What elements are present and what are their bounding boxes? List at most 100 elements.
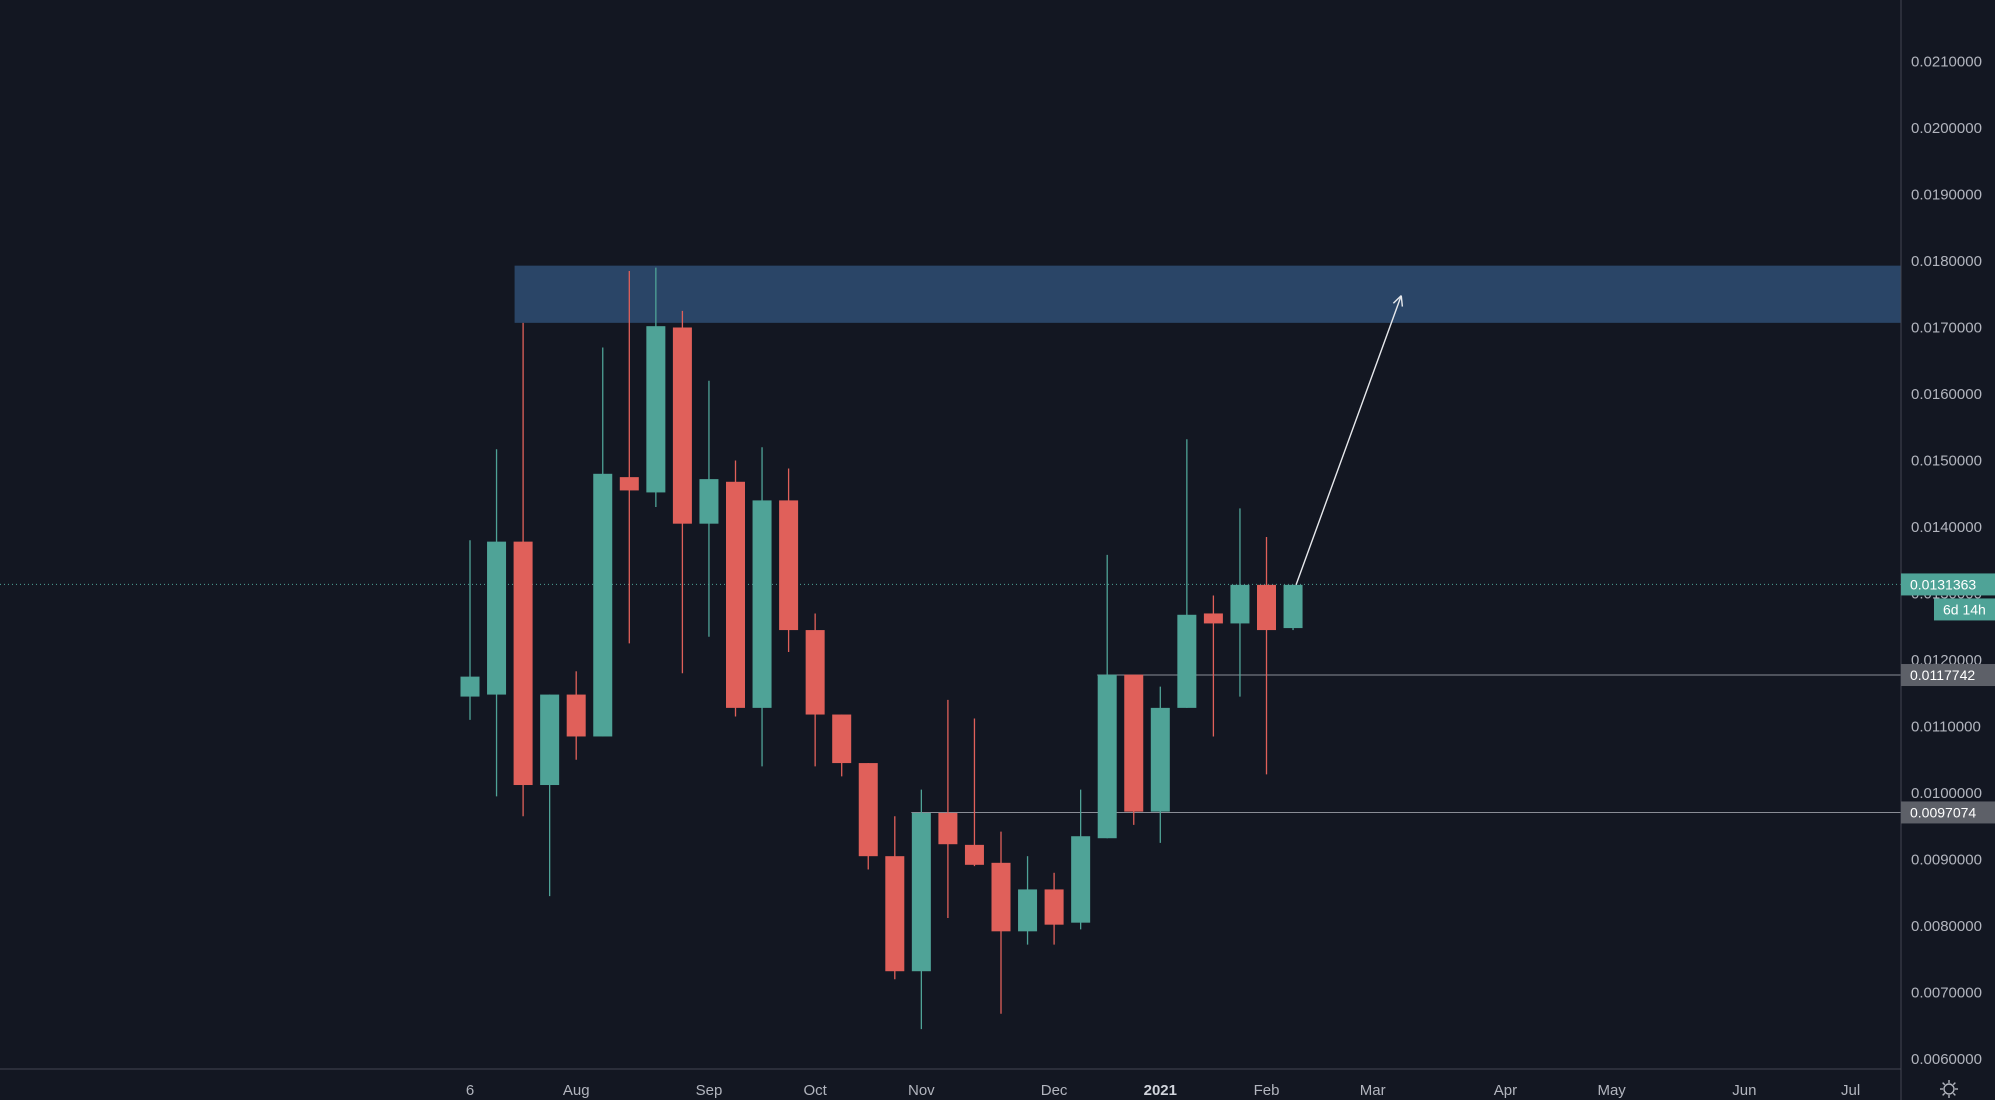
candle[interactable]	[1044, 872, 1064, 945]
price-tick-label: 0.0150000	[1911, 453, 1982, 470]
resistance-zone[interactable]	[514, 265, 1901, 323]
arrow-head	[1400, 295, 1404, 307]
candle-body	[1230, 584, 1250, 624]
candle[interactable]	[911, 789, 931, 1030]
price-tick-label: 0.0140000	[1911, 519, 1982, 536]
candle-body	[1071, 836, 1091, 923]
price-tick-label: 0.0110000	[1911, 719, 1981, 736]
time-tick-label: Aug	[563, 1082, 590, 1099]
gear-icon-tooth	[1942, 1082, 1946, 1086]
candle[interactable]	[699, 380, 719, 637]
candle[interactable]	[513, 322, 533, 817]
candle[interactable]	[805, 613, 825, 767]
candle-body	[726, 481, 745, 708]
candle[interactable]	[1203, 595, 1223, 737]
time-tick-label: Dec	[1041, 1082, 1068, 1099]
candle[interactable]	[1230, 508, 1250, 697]
candle-body	[832, 714, 852, 764]
time-tick-label: Sep	[696, 1082, 723, 1099]
time-tick-label: Apr	[1494, 1082, 1517, 1099]
candle-body	[646, 326, 666, 493]
price-tick-label: 0.0060000	[1911, 1051, 1982, 1068]
candle[interactable]	[726, 460, 745, 717]
current-price-tag-bg	[1901, 573, 1995, 596]
candle[interactable]	[991, 831, 1011, 1014]
time-tick-label: Jun	[1732, 1082, 1756, 1099]
candle[interactable]	[1018, 856, 1038, 945]
price-tick-label: 0.0180000	[1911, 253, 1982, 270]
candle-body	[805, 630, 825, 715]
price-tick-label: 0.0090000	[1911, 852, 1982, 869]
candle[interactable]	[1150, 686, 1170, 843]
time-tick-label: 2021	[1144, 1082, 1177, 1099]
candle-body	[752, 500, 772, 708]
time-tick-label: Feb	[1254, 1082, 1280, 1099]
candle-body	[619, 477, 639, 491]
candle-body	[1044, 889, 1064, 925]
candle-body	[487, 541, 507, 695]
candle-body	[1203, 613, 1223, 624]
time-tick-label: Nov	[908, 1082, 935, 1099]
candle-body	[911, 812, 931, 972]
candle[interactable]	[885, 816, 905, 980]
time-tick-label: Jul	[1841, 1082, 1860, 1099]
price-tick-label: 0.0210000	[1911, 54, 1982, 71]
price-tick-label: 0.0190000	[1911, 187, 1982, 204]
candle-body	[1018, 889, 1038, 932]
candle-body	[1257, 584, 1276, 631]
candle-body	[1097, 674, 1117, 839]
candle-body	[513, 541, 533, 786]
candle[interactable]	[619, 270, 639, 644]
level-tag-bg	[1901, 664, 1995, 687]
candle[interactable]	[1283, 584, 1303, 631]
price-tick-label: 0.0200000	[1911, 120, 1982, 137]
candle[interactable]	[752, 447, 772, 767]
bar-countdown-tag: 6d 14h	[1943, 601, 1986, 617]
candle-body	[566, 694, 586, 737]
projection-arrow[interactable]	[1295, 295, 1402, 586]
candle[interactable]	[964, 718, 984, 867]
candle[interactable]	[487, 449, 507, 797]
candle-body	[672, 327, 692, 524]
bar-countdown-tag-bg	[1934, 598, 1995, 621]
gear-icon-tooth	[1952, 1082, 1956, 1086]
candle[interactable]	[672, 310, 692, 674]
candle[interactable]	[1124, 674, 1144, 825]
gear-icon-tooth	[1952, 1092, 1956, 1096]
time-tick-label: 6	[466, 1082, 474, 1099]
candle[interactable]	[938, 699, 958, 919]
candle-body	[779, 500, 799, 631]
candle[interactable]	[566, 671, 586, 760]
candle[interactable]	[646, 267, 666, 508]
candle-body	[460, 676, 480, 697]
candle[interactable]	[1257, 536, 1276, 775]
candle-body	[1124, 674, 1144, 812]
candle[interactable]	[1177, 439, 1197, 708]
candle-body	[1283, 584, 1303, 629]
candle[interactable]	[779, 468, 799, 653]
price-tick-label: 0.0100000	[1911, 785, 1982, 802]
price-tick-label: 0.0080000	[1911, 918, 1982, 935]
price-tick-label: 0.0070000	[1911, 985, 1982, 1002]
candle[interactable]	[832, 714, 852, 777]
candle-body	[540, 694, 560, 786]
gear-icon[interactable]	[1940, 1080, 1958, 1098]
arrow-head	[1392, 295, 1402, 304]
candle-body	[699, 479, 719, 524]
candle[interactable]	[460, 540, 480, 720]
level-tag-bg	[1901, 801, 1995, 824]
candle[interactable]	[540, 694, 560, 897]
candle-body	[964, 844, 984, 865]
candle[interactable]	[858, 763, 878, 870]
price-tick-label: 0.0170000	[1911, 320, 1982, 337]
candle[interactable]	[593, 347, 613, 737]
candle-body	[858, 763, 878, 857]
candle[interactable]	[1097, 554, 1117, 839]
candle-body	[991, 862, 1011, 932]
current-price-tag: 0.0131363	[1910, 576, 1976, 592]
candle-body	[1177, 614, 1197, 708]
candle-body	[938, 812, 958, 845]
candle[interactable]	[1071, 789, 1091, 930]
